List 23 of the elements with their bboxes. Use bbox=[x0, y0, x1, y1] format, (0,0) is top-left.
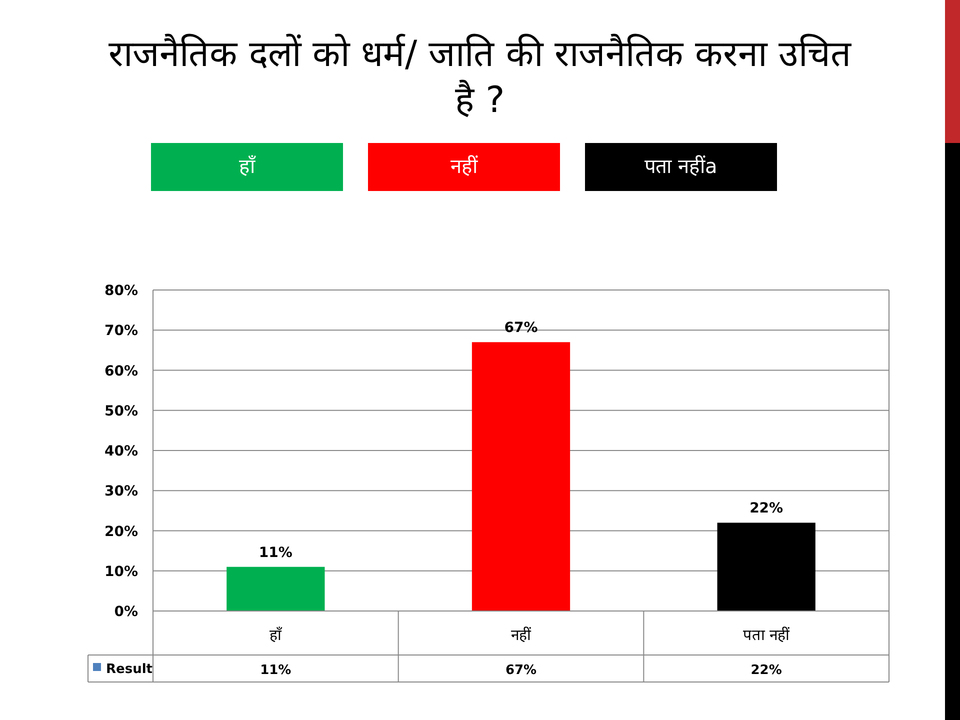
y-tick-label: 10% bbox=[104, 564, 138, 580]
x-tick-label: पता नहीं bbox=[742, 626, 791, 644]
data-label: 11% bbox=[260, 663, 292, 678]
text: Result bbox=[106, 662, 152, 677]
text: 11% bbox=[258, 544, 292, 561]
y-tick-label: 40% bbox=[104, 444, 138, 460]
text: 67% bbox=[504, 320, 538, 336]
y-tick-label: 20% bbox=[104, 524, 138, 540]
text: पता नहींa bbox=[644, 154, 718, 178]
text: हाँ bbox=[239, 154, 256, 178]
y-tick-label: 30% bbox=[104, 484, 138, 500]
text: 22% bbox=[750, 500, 784, 517]
x-tick-label: नहीं bbox=[511, 626, 532, 644]
data-label: 67% bbox=[505, 663, 537, 678]
x-tick-label: हाँ bbox=[270, 626, 283, 644]
text: नहीं bbox=[450, 154, 478, 178]
chart-title: राजनैतिक दलों को धर्म/ जाति की राजनैतिक करना उचित है ? bbox=[108, 33, 852, 121]
y-tick-label: 80% bbox=[104, 283, 138, 299]
y-tick-label: 0% bbox=[114, 604, 138, 620]
y-tick-label: 70% bbox=[104, 323, 138, 340]
y-tick-label: 60% bbox=[104, 363, 138, 380]
data-label: 22% bbox=[750, 663, 782, 678]
y-tick-label: 50% bbox=[104, 403, 138, 420]
